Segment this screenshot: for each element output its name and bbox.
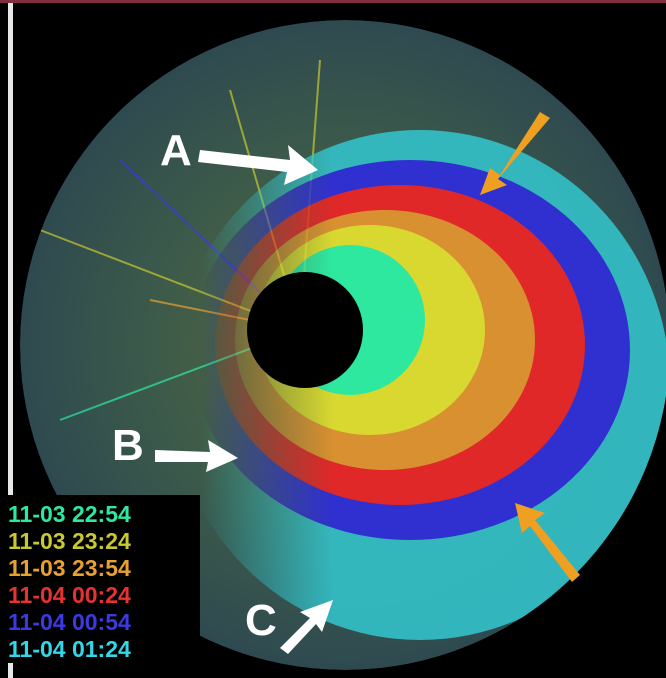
legend-entry: 11-03 23:24 [8, 528, 131, 554]
legend-entry: 11-04 00:54 [8, 609, 131, 635]
label-a: A [160, 126, 192, 175]
coronagraph-view: A B C 11-03 22:5411-03 23:2411-03 23:541… [0, 0, 666, 678]
frame-top [0, 0, 666, 3]
legend-entry: 11-03 23:54 [8, 555, 131, 581]
image: A B C 11-03 22:5411-03 23:2411-03 23:541… [0, 0, 666, 678]
legend-entry: 11-03 22:54 [8, 501, 131, 527]
label-b: B [112, 421, 144, 470]
label-c: C [245, 596, 277, 645]
legend-entry: 11-04 01:24 [8, 636, 131, 662]
occulter [247, 272, 363, 388]
legend-entry: 11-04 00:24 [8, 582, 131, 608]
